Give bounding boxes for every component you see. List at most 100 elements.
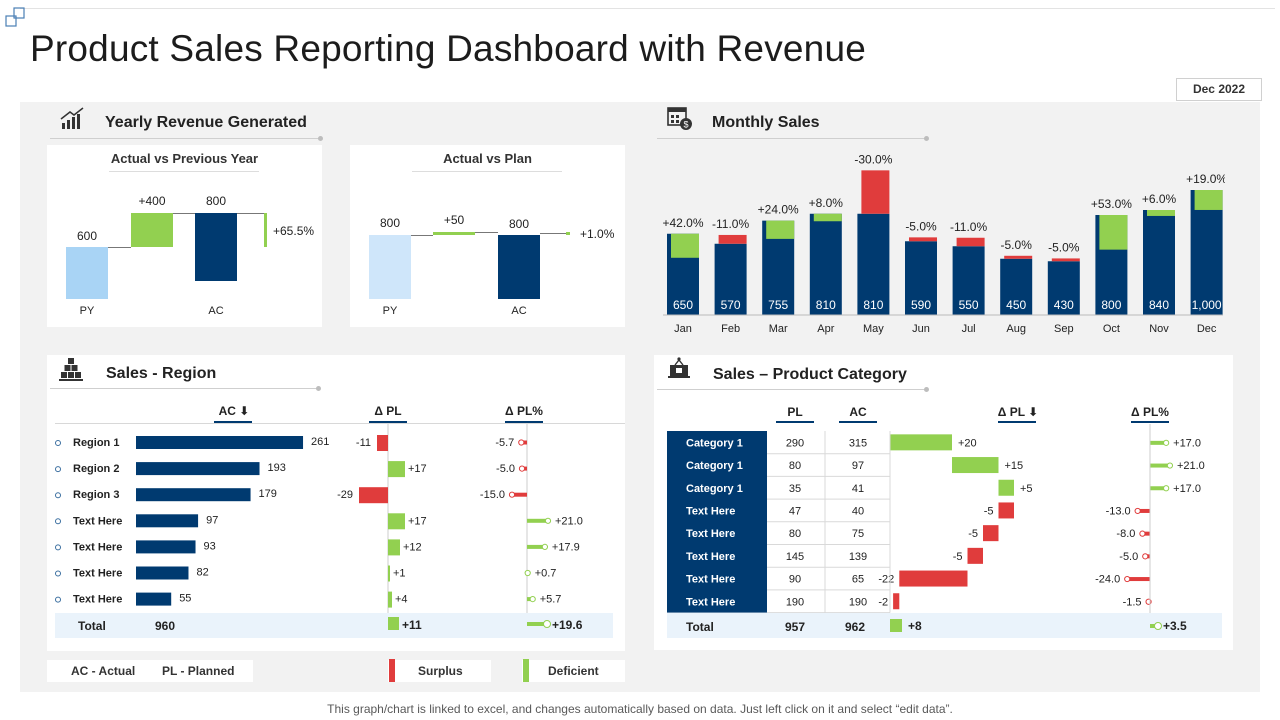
month-axis-label: Nov — [1149, 323, 1169, 335]
pct-value: +1.0% — [580, 227, 615, 241]
region-dpl-value: +12 — [403, 541, 422, 553]
category-total-dpl-bar — [890, 619, 902, 632]
category-pl-value: 90 — [789, 574, 801, 586]
category-dplp-marker — [1139, 530, 1146, 537]
category-label: Text Here — [686, 528, 735, 540]
month-axis-label: Apr — [817, 323, 834, 335]
region-row-marker — [55, 544, 61, 551]
date-selector[interactable]: Dec 2022 — [1176, 78, 1262, 101]
month-axis-label: Aug — [1006, 323, 1026, 335]
region-dplp-value: -5.7 — [495, 437, 514, 449]
card-title-underline — [412, 171, 562, 172]
legend-ac: AC - Actual — [71, 664, 136, 678]
ac-bar — [195, 213, 237, 281]
month-value-label: 1,000 — [1192, 298, 1222, 312]
pct-value: +65.5% — [273, 224, 315, 238]
region-dplp-marker — [524, 569, 531, 577]
region-ac-bar — [136, 592, 172, 606]
region-header-rule — [55, 423, 625, 424]
region-total-row — [55, 613, 613, 638]
category-pl-value: 145 — [786, 551, 804, 563]
month-change-bar — [1194, 190, 1223, 210]
section-divider-dot — [318, 136, 323, 141]
category-ac-value: 65 — [852, 574, 864, 586]
region-row-marker — [55, 596, 61, 603]
month-change-label: +8.0% — [809, 196, 844, 210]
region-ac-value: 261 — [311, 436, 329, 448]
region-dpl-bar — [388, 539, 400, 556]
month-change-label: -5.0% — [1001, 238, 1033, 252]
region-dplp-value: -15.0 — [480, 489, 505, 501]
region-dpl-header[interactable]: Δ PL — [374, 404, 402, 418]
header-underline — [214, 421, 252, 423]
ac-value: 800 — [508, 217, 530, 231]
category-dpl-bar — [899, 570, 968, 587]
header-underline — [776, 421, 814, 423]
category-dpl-bar — [890, 434, 952, 451]
delta-bar — [433, 232, 475, 235]
category-label: Category 1 — [686, 460, 743, 472]
category-pl-value: 190 — [786, 596, 804, 608]
sales-region-chart: Region 1 261 -11 -5.7 Region 2 193 +17 -5.0 Regi… — [55, 424, 583, 613]
category-ac-value: 315 — [849, 437, 867, 449]
region-ac-header[interactable]: AC ⬇ — [218, 404, 250, 418]
category-dpl-value: -5 — [953, 551, 963, 563]
region-label: Region 1 — [73, 437, 119, 449]
month-change-bar — [956, 237, 985, 247]
region-label: Region 3 — [73, 489, 119, 501]
yearly-revenue-title: Yearly Revenue Generated — [105, 114, 307, 131]
region-dpl-bar — [388, 461, 405, 478]
category-dplp-value: -8.0 — [1116, 528, 1135, 540]
region-label: Text Here — [73, 541, 122, 553]
region-dplp-value: -5.0 — [496, 463, 515, 475]
category-dpl-value: +5 — [1020, 483, 1033, 495]
header-underline — [369, 421, 407, 423]
sales-category-chart: Category 1 290 315 +20 +17.0 Category 1 80 97 +1… — [667, 424, 1205, 614]
region-ac-value: 93 — [204, 540, 216, 552]
month-change-label: +19.0% — [1186, 172, 1225, 186]
region-ac-bar — [136, 566, 189, 580]
month-axis-label: Oct — [1103, 323, 1120, 335]
category-dplp-marker — [1163, 439, 1170, 446]
month-value-label: 590 — [911, 298, 931, 312]
region-dpl-value: -29 — [337, 489, 353, 501]
month-axis-label: May — [863, 323, 884, 335]
connector-line — [540, 233, 567, 234]
pct-indicator — [264, 213, 267, 247]
region-dpl-value: +17 — [408, 515, 427, 527]
category-label: Text Here — [686, 574, 735, 586]
category-ac-header[interactable]: AC — [849, 405, 867, 419]
region-row-marker — [55, 570, 61, 577]
category-total-row — [667, 613, 1222, 638]
category-dplp-header[interactable]: Δ PL% — [1131, 405, 1169, 419]
monthly-sales-title: Monthly Sales — [712, 114, 820, 131]
category-total-pl: 957 — [785, 620, 806, 634]
section-divider-dot — [316, 386, 321, 391]
month-bar-jun — [905, 241, 937, 315]
page-title: Product Sales Reporting Dashboard with R… — [30, 28, 867, 69]
region-label: Text Here — [73, 515, 122, 527]
category-total-ac: 962 — [845, 620, 866, 634]
region-dplp-marker — [544, 517, 552, 524]
category-dpl-bar — [983, 525, 999, 542]
ac-bar — [498, 235, 540, 299]
region-dpl-value: +4 — [395, 594, 408, 606]
actual-vs-plan-card: Actual vs Plan 800 +50 800 +1.0% PY AC — [350, 145, 625, 327]
month-bar-jul — [952, 246, 985, 315]
category-pl-value: 80 — [789, 460, 801, 472]
month-change-label: -11.0% — [712, 217, 749, 231]
section-divider-dot — [924, 136, 929, 141]
month-change-label: +24.0% — [758, 203, 799, 217]
category-dpl-header[interactable]: Δ PL ⬇ — [997, 405, 1039, 419]
category-pl-header[interactable]: PL — [787, 405, 803, 419]
region-dplp-header[interactable]: Δ PL% — [505, 404, 543, 418]
region-ac-bar — [136, 462, 260, 476]
region-dpl-value: +17 — [408, 463, 427, 475]
month-change-bar — [1099, 215, 1128, 250]
category-ac-value: 190 — [849, 596, 867, 608]
category-label: Text Here — [686, 596, 735, 608]
region-dpl-bar — [377, 435, 388, 451]
region-dpl-bar — [388, 591, 392, 608]
month-change-label: +53.0% — [1091, 197, 1132, 211]
category-pl-value: 35 — [789, 483, 801, 495]
